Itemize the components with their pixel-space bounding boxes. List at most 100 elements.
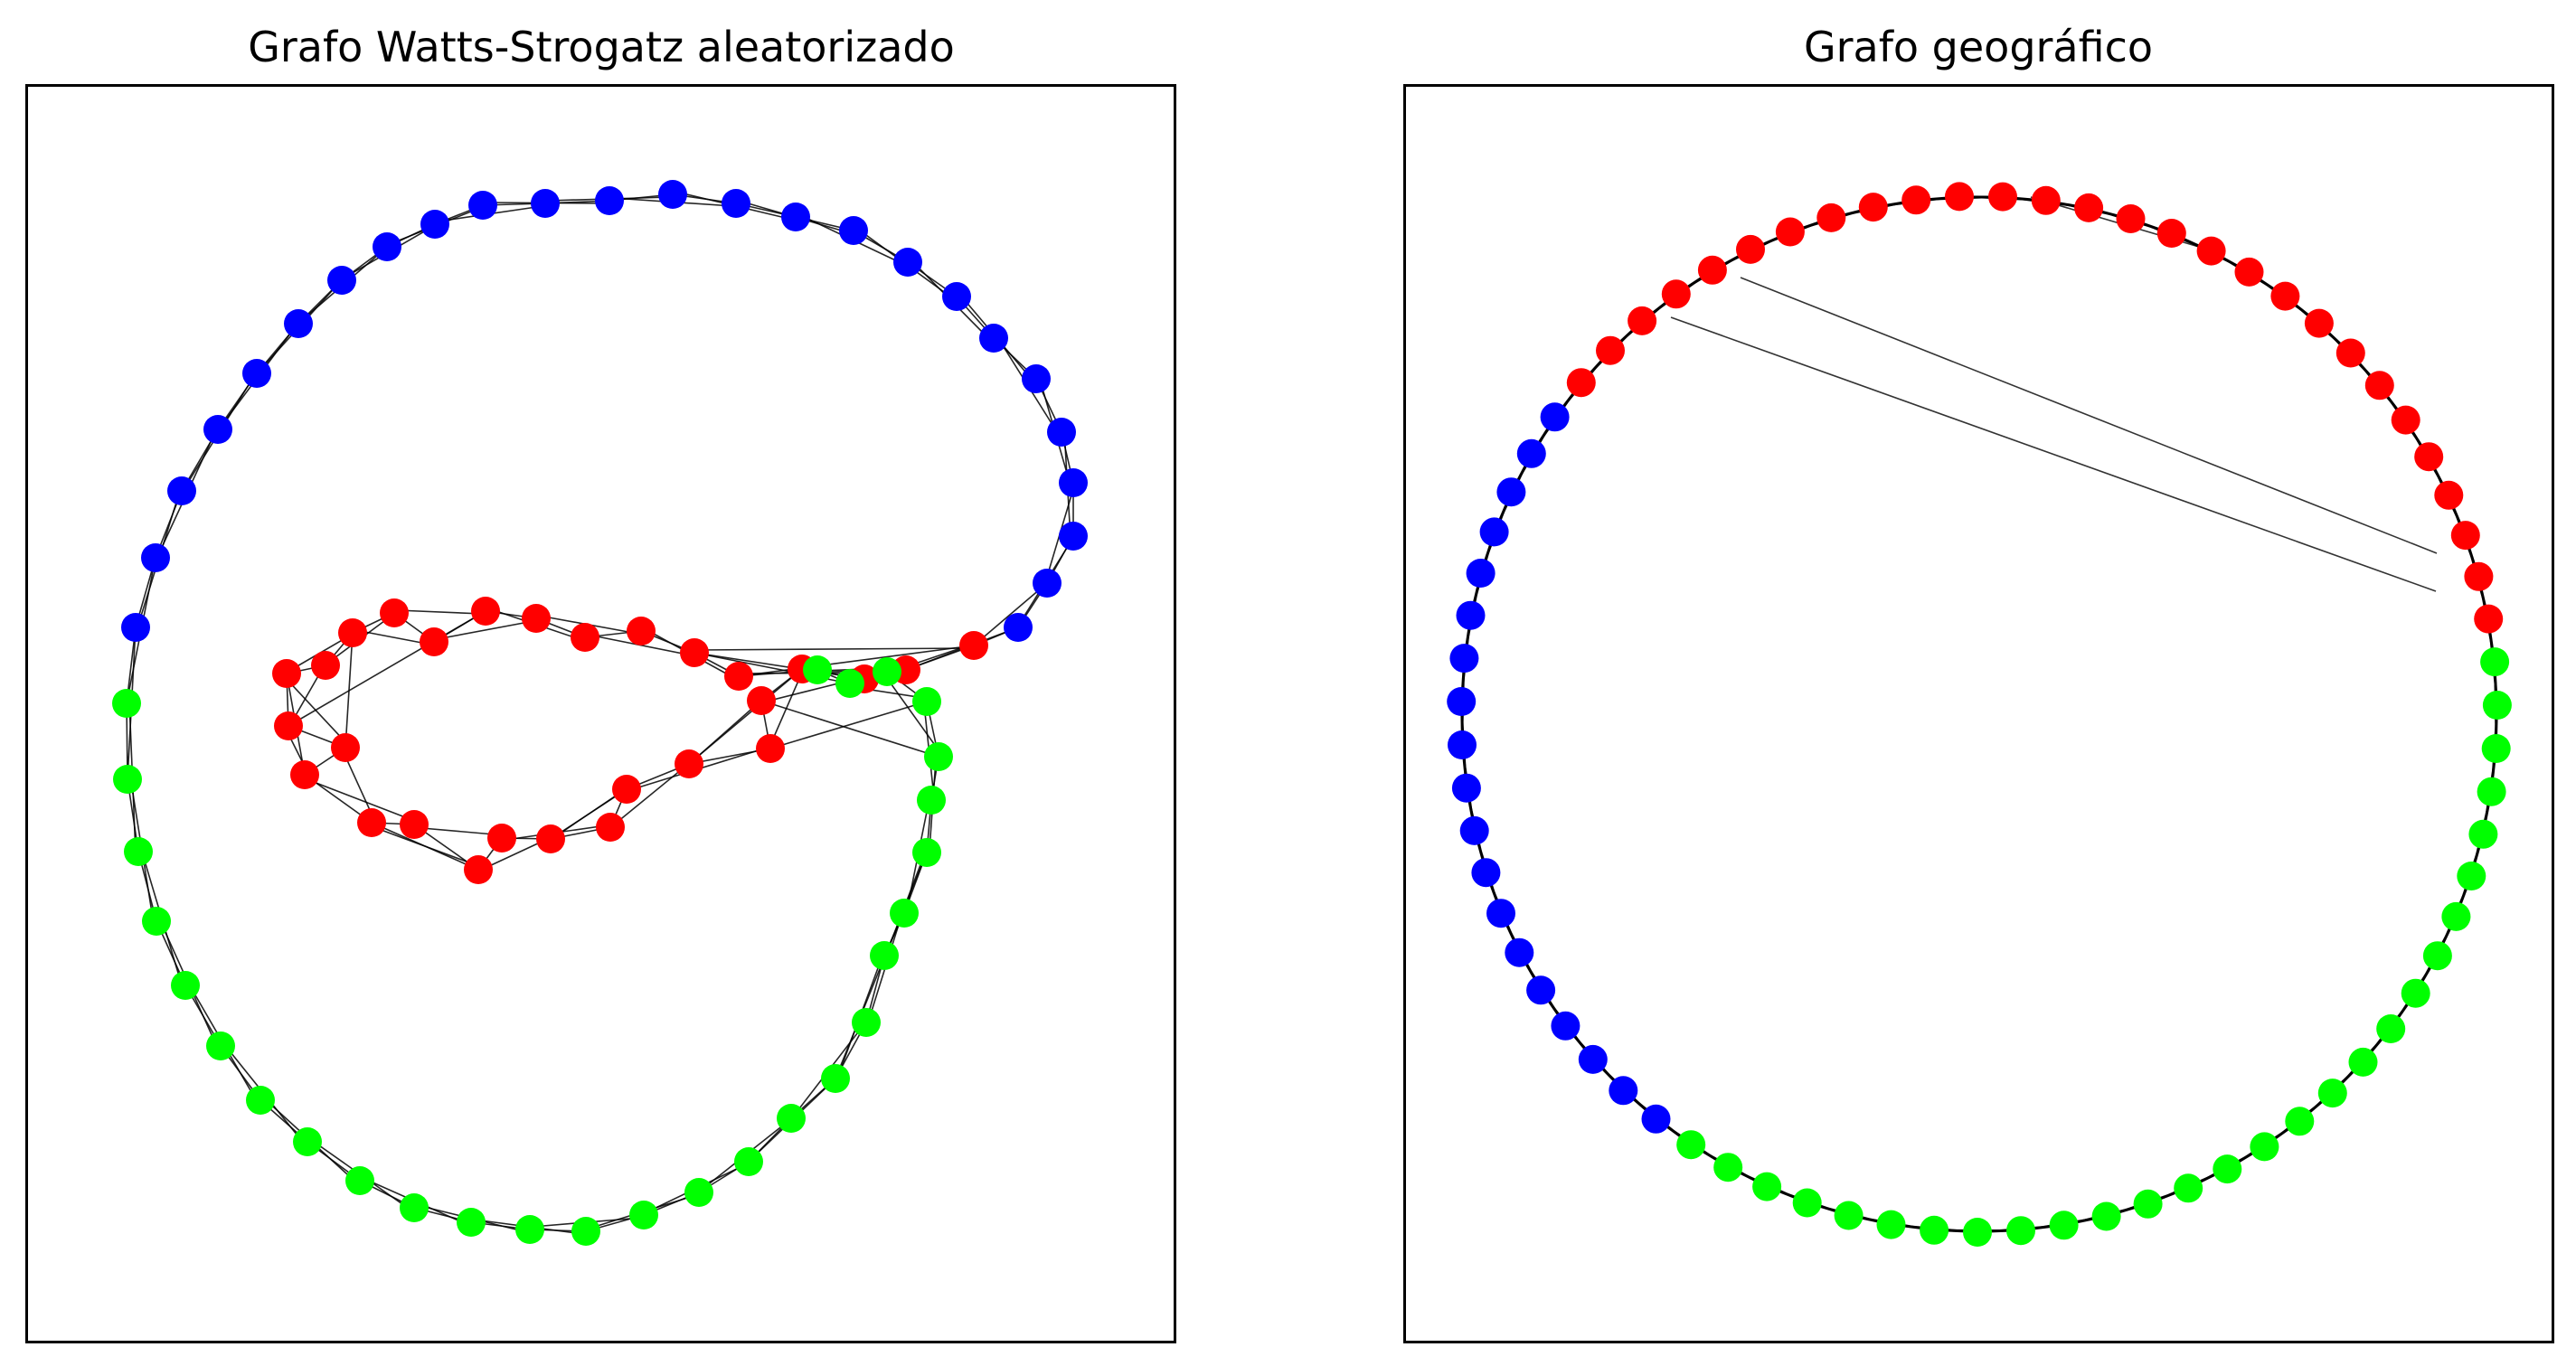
graph-node-green: [112, 689, 141, 718]
graph-node-green: [2468, 819, 2498, 849]
graph-node-blue: [141, 543, 170, 572]
graph-node-green: [345, 1166, 374, 1195]
graph-node-green: [1920, 1215, 1949, 1245]
graph-edge: [550, 788, 627, 840]
graph-node-blue: [327, 266, 356, 295]
graph-node-red: [2450, 521, 2480, 551]
graph-node-blue: [203, 415, 232, 444]
graph-node-blue: [1004, 613, 1033, 642]
graph-node-blue: [1059, 522, 1088, 551]
graph-edge: [696, 647, 972, 651]
graph-edge: [1670, 316, 2437, 592]
graph-node-red: [675, 749, 703, 778]
graph-node-green: [2376, 1014, 2406, 1043]
graph-node-green: [777, 1104, 806, 1133]
graph-node-green: [171, 971, 200, 1000]
graph-node-red: [1901, 185, 1931, 215]
graph-node-red: [2270, 281, 2300, 311]
graph-node-green: [890, 899, 919, 928]
graph-node-green: [821, 1064, 850, 1093]
graph-node-green: [1963, 1218, 1992, 1247]
graph-node-green: [2213, 1154, 2242, 1184]
graph-node-red: [2434, 480, 2464, 510]
graph-node-blue: [1516, 438, 1546, 468]
graph-node-green: [870, 941, 899, 970]
graph-node-red: [1596, 335, 1625, 365]
graph-node-red: [627, 617, 656, 645]
graph-edge: [769, 701, 928, 749]
graph-node-red: [522, 604, 551, 633]
graph-edge: [288, 610, 486, 727]
graph-node-green: [835, 669, 864, 698]
graph-node-blue: [420, 210, 449, 239]
graph-node-blue: [1456, 600, 1486, 630]
graph-node-red: [2074, 193, 2104, 222]
graph-edge: [354, 629, 432, 645]
graph-node-green: [2285, 1107, 2315, 1136]
graph-node-red: [272, 659, 301, 688]
graph-node-green: [1792, 1188, 1822, 1218]
graph-edge: [688, 668, 803, 765]
graph-node-red: [400, 810, 429, 839]
graph-edge: [436, 620, 534, 640]
graph-node-red: [331, 733, 360, 762]
graph-node-red: [2031, 185, 2061, 215]
graph-node-blue: [1486, 899, 1515, 928]
graph-node-red: [1988, 182, 2017, 212]
graph-node-green: [400, 1193, 429, 1222]
graph-node-green: [2091, 1201, 2121, 1231]
graph-node-blue: [722, 189, 750, 218]
graph-node-red: [2116, 204, 2146, 233]
graph-node-blue: [167, 476, 196, 505]
graph-node-blue: [1466, 559, 1496, 588]
graph-node-red: [747, 686, 776, 715]
graph-node-green: [246, 1086, 275, 1115]
graph-node-green: [2477, 777, 2506, 806]
graph-edge: [738, 645, 975, 677]
graph-node-green: [924, 742, 953, 771]
graph-node-blue: [1449, 644, 1479, 674]
left-panel-title: Grafo Watts-Strogatz aleatorizado: [248, 23, 955, 71]
graph-node-green: [2317, 1079, 2347, 1108]
graph-node-green: [2049, 1211, 2079, 1240]
graph-node-green: [1752, 1172, 1782, 1201]
right-panel-title: Grafo geográfico: [1803, 23, 2154, 71]
graph-node-red: [471, 597, 500, 626]
graph-node-blue: [942, 282, 971, 311]
graph-node-blue: [1447, 687, 1477, 716]
graph-node-blue: [1505, 937, 1534, 967]
graph-node-blue: [1479, 517, 1509, 547]
graph-node-red: [1736, 234, 1765, 264]
graph-node-green: [2457, 862, 2486, 890]
right-graph-nodes: [1447, 182, 2512, 1247]
graph-node-red: [2234, 257, 2264, 287]
graph-edge: [694, 652, 865, 680]
graph-node-green: [2422, 941, 2452, 971]
graph-node-blue: [373, 232, 401, 261]
graph-node-red: [2414, 442, 2444, 472]
graph-node-blue: [1459, 815, 1489, 845]
graph-node-green: [113, 765, 142, 794]
graph-node-green: [2133, 1189, 2163, 1219]
graph-node-red: [1945, 182, 1974, 212]
graph-node-blue: [658, 180, 687, 209]
graph-node-blue: [1448, 730, 1477, 759]
graph-node-red: [1697, 255, 1727, 285]
graph-edge: [342, 749, 375, 821]
graph-node-red: [1566, 368, 1596, 398]
graph-node-blue: [781, 203, 810, 231]
graph-node-blue: [1578, 1044, 1608, 1074]
graph-node-green: [2441, 901, 2471, 931]
graph-node-green: [912, 838, 941, 867]
graph-node-blue: [1471, 858, 1501, 888]
graph-node-red: [2464, 561, 2494, 591]
graph-node-red: [2196, 236, 2226, 266]
graph-node-blue: [1033, 569, 1062, 598]
graph-node-red: [2335, 338, 2365, 368]
graph-node-blue: [284, 309, 313, 338]
graph-node-red: [2304, 308, 2334, 338]
graph-edge: [1740, 277, 2438, 554]
graph-node-red: [1628, 306, 1657, 335]
graph-node-green: [734, 1147, 763, 1176]
